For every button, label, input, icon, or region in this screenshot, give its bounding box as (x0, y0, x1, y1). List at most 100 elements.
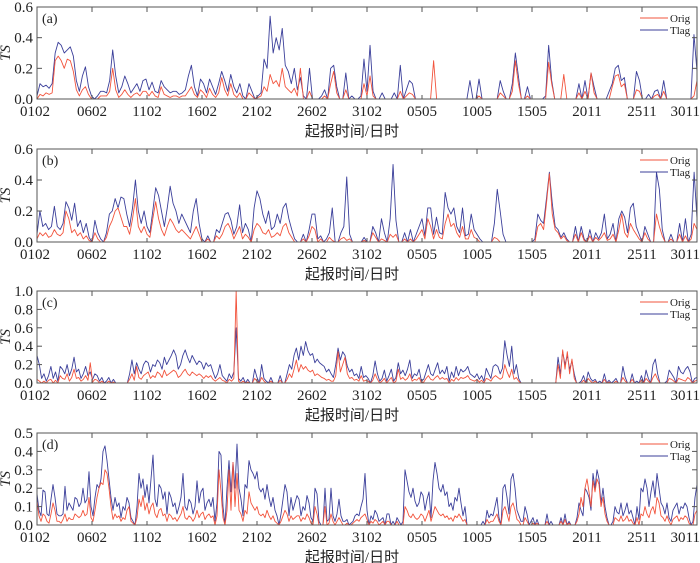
y-axis-label: TS (0, 471, 14, 487)
x-tick-label: 3011 (671, 388, 700, 404)
x-tick-label: 2602 (297, 104, 327, 120)
x-tick-label: 0505 (407, 530, 437, 546)
x-tick-label: 0602 (77, 104, 107, 120)
y-tick-label: 0.6 (14, 0, 33, 16)
panel-d: 0102 0602 1102 1602 2102 2602 3102 0505 1005 1505… (0, 426, 700, 563)
x-tick-label: 2102 (242, 247, 272, 263)
panel-c: 0102 0602 1102 1602 2102 2602 3102 0505 1005 1505… (0, 284, 700, 424)
x-tick-label: 3102 (352, 388, 382, 404)
x-tick-label: 0602 (77, 388, 107, 404)
y-tick-label: 0.2 (14, 61, 33, 77)
x-tick-label: 1102 (132, 247, 161, 263)
x-tick-label: 1505 (517, 104, 547, 120)
y-tick-label: 0.2 (14, 204, 33, 220)
x-tick-label: 1005 (462, 530, 492, 546)
y-tick-label: 0.0 (14, 376, 33, 392)
y-tick-label: 0.0 (14, 235, 33, 251)
x-tick-label: 0505 (407, 104, 437, 120)
series-line-orig (36, 290, 698, 384)
panel-label: (b) (42, 154, 59, 169)
x-tick-label: 2602 (297, 530, 327, 546)
x-tick-label: 1602 (187, 388, 217, 404)
legend-label-orig: Orig (670, 297, 691, 309)
x-tick-label: 3011 (671, 247, 700, 263)
y-tick-label: 0.2 (14, 358, 33, 374)
x-tick-label: 1505 (517, 247, 547, 263)
x-tick-label: 3011 (671, 530, 700, 546)
series-line-orig (36, 461, 698, 526)
x-tick-label: 1102 (132, 388, 161, 404)
series-line-tlag (36, 15, 698, 100)
x-tick-label: 0602 (77, 247, 107, 263)
series-line-orig (36, 55, 698, 100)
series-line-tlag (36, 327, 698, 384)
x-tick-label: 1102 (132, 104, 161, 120)
panel-a: 0102 0602 1102 1602 2102 2602 3102 0505 1005 1505… (0, 0, 700, 140)
y-tick-label: 0.3 (14, 463, 33, 479)
x-tick-label: 2511 (627, 530, 656, 546)
panel-b: 0102 0602 1102 1602 2102 2602 3102 0505 1005 1505… (0, 142, 700, 283)
x-tick-label: 0102 (20, 530, 50, 546)
y-tick-label: 0.4 (14, 31, 33, 47)
x-tick-label: 2511 (627, 104, 656, 120)
x-tick-label: 1602 (187, 530, 217, 546)
panel-label: (d) (42, 438, 59, 453)
y-tick-label: 1.0 (14, 284, 33, 300)
x-tick-label: 2102 (242, 104, 272, 120)
x-tick-label: 0102 (20, 247, 50, 263)
x-axis-label: 起报时间/日时 (305, 549, 399, 563)
x-axis-label: 起报时间/日时 (305, 407, 399, 424)
y-tick-label: 0.6 (14, 321, 33, 337)
x-tick-label: 0102 (20, 388, 50, 404)
x-tick-label: 3102 (352, 104, 382, 120)
x-tick-label: 2602 (297, 247, 327, 263)
x-tick-label: 2011 (572, 104, 601, 120)
legend-label-orig: Orig (670, 13, 691, 25)
x-tick-label: 2511 (627, 247, 656, 263)
x-tick-label: 2102 (242, 530, 272, 546)
x-tick-label: 3102 (352, 530, 382, 546)
y-tick-label: 0.4 (14, 173, 33, 189)
y-axis-label: TS (0, 329, 14, 345)
panel-label: (a) (42, 12, 58, 27)
x-tick-label: 1602 (187, 247, 217, 263)
x-tick-label: 2011 (572, 247, 601, 263)
x-tick-label: 3102 (352, 247, 382, 263)
legend-label-tlag: Tlag (670, 167, 691, 179)
x-tick-label: 1602 (187, 104, 217, 120)
x-tick-label: 0505 (407, 388, 437, 404)
x-tick-label: 3011 (671, 104, 700, 120)
y-tick-label: 0.0 (14, 92, 33, 108)
y-tick-label: 0.6 (14, 142, 33, 158)
y-tick-label: 0.1 (14, 500, 33, 516)
legend-label-tlag: Tlag (670, 25, 691, 37)
y-axis-label: TS (0, 187, 14, 203)
y-tick-label: 0.4 (14, 339, 33, 355)
x-tick-label: 1102 (132, 530, 161, 546)
x-tick-label: 1505 (517, 530, 547, 546)
x-tick-label: 2102 (242, 388, 272, 404)
panel-label: (c) (42, 296, 58, 311)
y-tick-label: 0.8 (14, 302, 33, 318)
series-line-tlag (36, 443, 698, 526)
x-tick-label: 2602 (297, 388, 327, 404)
y-tick-label: 0.5 (14, 426, 33, 442)
x-tick-label: 2011 (572, 530, 601, 546)
legend-label-orig: Orig (670, 155, 691, 167)
legend-label-tlag: Tlag (670, 309, 691, 321)
plot-frame (36, 148, 698, 243)
x-tick-label: 0102 (20, 104, 50, 120)
x-tick-label: 0602 (77, 530, 107, 546)
x-axis-label: 起报时间/日时 (305, 123, 399, 140)
y-tick-label: 0.0 (14, 518, 33, 534)
x-tick-label: 1005 (462, 104, 492, 120)
x-tick-label: 0505 (407, 247, 437, 263)
x-tick-label: 2511 (627, 388, 656, 404)
x-tick-label: 1005 (462, 388, 492, 404)
x-tick-label: 1005 (462, 247, 492, 263)
x-axis-label: 起报时间/日时 (305, 266, 399, 283)
